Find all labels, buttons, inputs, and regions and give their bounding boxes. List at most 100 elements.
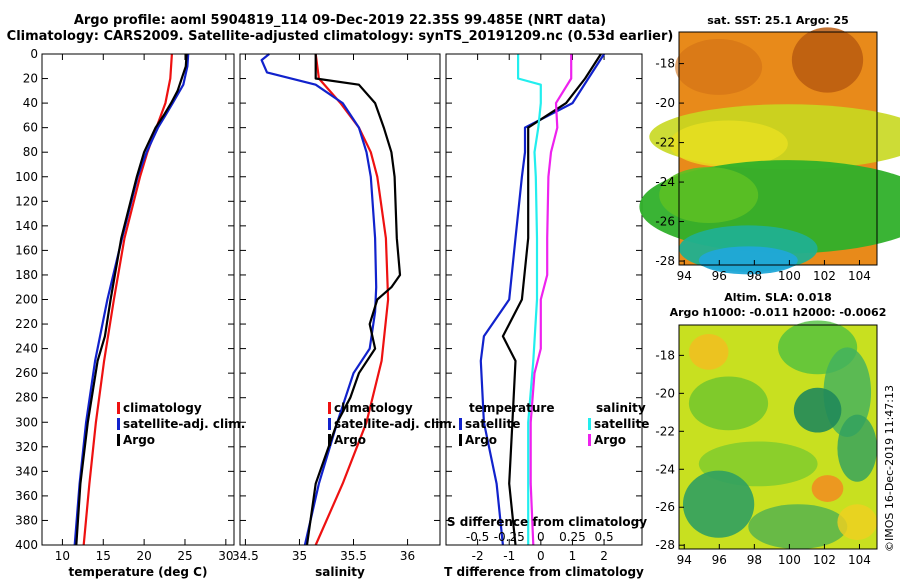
header-title-line2: Climatology: CARS2009. Satellite-adjuste…	[6, 29, 674, 44]
depth-tick-label: 120	[15, 194, 38, 208]
salinity-panel: 34.5 35 35.5 36 salinity climatology satellite…	[232, 53, 456, 579]
depth-tick-label: 300	[15, 415, 38, 429]
map-lon-label: 96	[712, 269, 727, 283]
s-axis-tick-label: 0	[537, 530, 545, 544]
map-lon-label: 94	[677, 269, 692, 283]
x-axis-label: temperature (deg C)	[69, 565, 208, 579]
legend-swatch	[117, 418, 120, 430]
x-tick-label: 10	[55, 549, 70, 563]
depth-tick-label: 280	[15, 391, 38, 405]
legend-swatch	[588, 434, 591, 446]
legend-swatch	[328, 402, 331, 414]
depth-tick-label: 400	[15, 538, 38, 552]
map-title: Altim. SLA: 0.018	[724, 291, 831, 304]
legend-label: satellite-adj. clim.	[334, 417, 456, 431]
depth-tick-label: 220	[15, 317, 38, 331]
temperature-panel: 0 20 40 60 80 100 120 140 160 180 200 220 240 260 280 3…	[15, 47, 245, 579]
x-tick-label: 1	[569, 549, 577, 563]
s-axis-tick-label: 0.5	[595, 530, 614, 544]
legend-swatch	[328, 418, 331, 430]
legend-label: satellite	[465, 417, 520, 431]
map-lon-label: 104	[848, 269, 871, 283]
map-lat-label: -22	[655, 424, 675, 438]
x-tick-label: 35.5	[340, 549, 367, 563]
x-tick-label: 35	[292, 549, 307, 563]
depth-tick-label: 380	[15, 513, 38, 527]
map-lon-label: 102	[813, 269, 836, 283]
x-tick-label: -1	[503, 549, 515, 563]
top-axis-title: S difference from climatology	[447, 515, 647, 529]
map-lat-label: -24	[655, 175, 675, 189]
legend-label: Argo	[594, 433, 626, 447]
depth-tick-label: 320	[15, 440, 38, 454]
x-tick-label: 20	[136, 549, 151, 563]
map-field-region	[837, 414, 877, 482]
difference-panel: -2 -1 0 1 2 T difference from climatology S di…	[444, 53, 649, 579]
legend-swatch	[459, 434, 462, 446]
legend-swatch	[328, 434, 331, 446]
plot-frame	[41, 53, 235, 546]
map-field-region	[837, 504, 877, 541]
map-lat-label: -18	[655, 57, 675, 71]
map-lon-label: 98	[747, 269, 762, 283]
map-lon-label: 100	[778, 553, 801, 567]
x-tick-label: 15	[96, 549, 111, 563]
s-axis-tick-label: 0.25	[559, 530, 586, 544]
map-lon-label: 102	[813, 553, 836, 567]
map-lat-label: -26	[655, 215, 675, 229]
series-line-argo	[75, 53, 188, 546]
depth-tick-label: 160	[15, 243, 38, 257]
legend-label: Argo	[123, 433, 155, 447]
map-field-region	[688, 333, 729, 370]
map-field-region	[682, 470, 755, 538]
s-axis-tick-label: -0.25	[494, 530, 525, 544]
map-field-region	[748, 504, 848, 549]
map-field-region	[698, 246, 798, 275]
map-field-region	[791, 27, 864, 93]
depth-tick-label: 80	[23, 145, 38, 159]
map-lat-label: -18	[655, 348, 675, 362]
sst-map-panel: sat. SST: 25.1 Argo: 25 94 96 98 100 102 104 -1…	[639, 14, 900, 283]
legend-label: satellite	[594, 417, 649, 431]
map-title: sat. SST: 25.1 Argo: 25	[707, 14, 849, 27]
series-line-temperature-satellite	[479, 53, 606, 546]
legend-label: satellite-adj. clim.	[123, 417, 245, 431]
footer-stamp: ©IMOS 16-Dec-2019 11:47:13	[883, 385, 896, 552]
map-lon-label: 96	[712, 553, 727, 567]
map-lat-label: -26	[655, 500, 675, 514]
legend-swatch	[117, 402, 120, 414]
x-tick-label: 34.5	[232, 549, 259, 563]
map-lon-label: 98	[747, 553, 762, 567]
s-axis-tick-label: -0.5	[466, 530, 489, 544]
map-lat-label: -22	[655, 136, 675, 150]
x-axis-label: salinity	[315, 565, 365, 579]
legend-label: climatology	[123, 401, 202, 415]
plot-frame	[445, 53, 643, 546]
legend-label: Argo	[465, 433, 497, 447]
legend-title-temperature: temperature	[469, 401, 554, 415]
legend-swatch	[588, 418, 591, 430]
depth-tick-label: 40	[23, 96, 38, 110]
legend-label: climatology	[334, 401, 413, 415]
depth-tick-label: 60	[23, 121, 38, 135]
map-title: Argo h1000: -0.011 h2000: -0.0062	[670, 306, 887, 319]
depth-tick-label: 0	[30, 47, 38, 61]
x-tick-label: -2	[472, 549, 484, 563]
series-line-argo	[305, 54, 402, 546]
x-tick-label: 0	[537, 549, 545, 563]
x-tick-label: 25	[177, 549, 192, 563]
map-field-region	[688, 376, 769, 431]
map-frame	[678, 324, 878, 550]
legend-swatch	[459, 418, 462, 430]
depth-tick-label: 180	[15, 268, 38, 282]
map-frame	[678, 31, 878, 266]
map-lat-label: -20	[655, 386, 675, 400]
series-line-temperature-argo	[501, 53, 602, 546]
legend-label: Argo	[334, 433, 366, 447]
map-lat-label: -20	[655, 96, 675, 110]
depth-tick-label: 260	[15, 366, 38, 380]
depth-tick-label: 140	[15, 219, 38, 233]
header-title-line1: Argo profile: aoml 5904819_114 09-Dec-20…	[73, 13, 607, 28]
map-lat-label: -24	[655, 462, 675, 476]
